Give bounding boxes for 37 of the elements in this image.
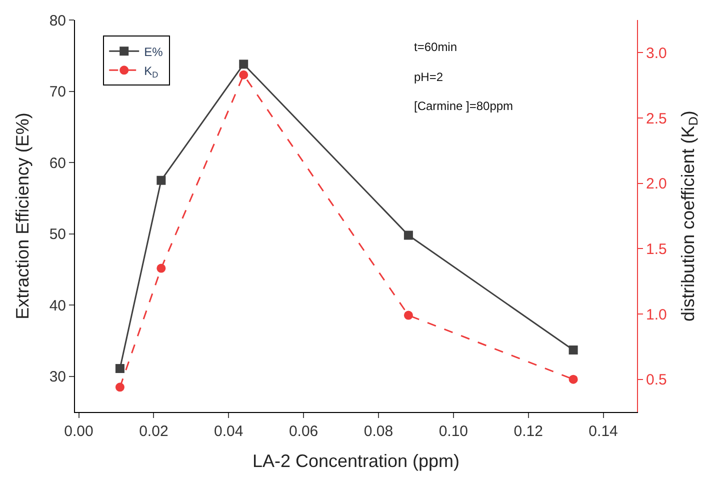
y2-tick-label: 1.5 — [646, 240, 667, 258]
point — [404, 230, 413, 240]
y2-tick-label: 2.5 — [646, 110, 667, 128]
point — [568, 345, 578, 354]
x-tick-label: 0.10 — [438, 423, 468, 440]
x-tick-label: 0.14 — [588, 423, 618, 440]
x-tick-label: 0.12 — [514, 423, 543, 440]
x-tick-label: 0.00 — [64, 423, 94, 440]
legend-label: E% — [144, 44, 164, 59]
y-axis-title: Extraction Efficiency (E%) — [12, 112, 33, 320]
legend-label: K$_{D}$ — [144, 64, 158, 80]
y-tick-label: 50 — [49, 226, 66, 244]
point — [404, 310, 413, 320]
y-tick-label: 70 — [49, 84, 66, 101]
x-tick-label: 0.06 — [288, 423, 318, 440]
y2-tick-label: 3.0 — [646, 44, 667, 62]
point — [115, 382, 124, 392]
point — [115, 364, 124, 374]
annotation: [Carmine ]=80ppm — [414, 99, 514, 113]
point — [239, 60, 248, 69]
point — [156, 176, 166, 185]
x-tick-label: 0.04 — [214, 423, 244, 440]
y2-tick-label: 0.5 — [646, 372, 667, 389]
y2-tick-label: 2.0 — [646, 176, 667, 193]
y-tick-label: 30 — [49, 368, 66, 386]
x-tick-label: 0.02 — [139, 423, 168, 440]
y2-tick-label: 1.0 — [646, 306, 667, 324]
point — [239, 70, 248, 80]
annotation: pH=2 — [414, 70, 444, 84]
x-tick-label: 0.08 — [364, 423, 394, 440]
x-axis-title: LA-2 Concentration (ppm) — [252, 451, 460, 472]
annotation: t=60min — [414, 40, 458, 54]
y-tick-label: 60 — [49, 154, 66, 172]
y-tick-label: 80 — [49, 12, 66, 30]
point — [568, 374, 578, 384]
y-tick-label: 40 — [49, 297, 66, 314]
point — [156, 264, 166, 273]
